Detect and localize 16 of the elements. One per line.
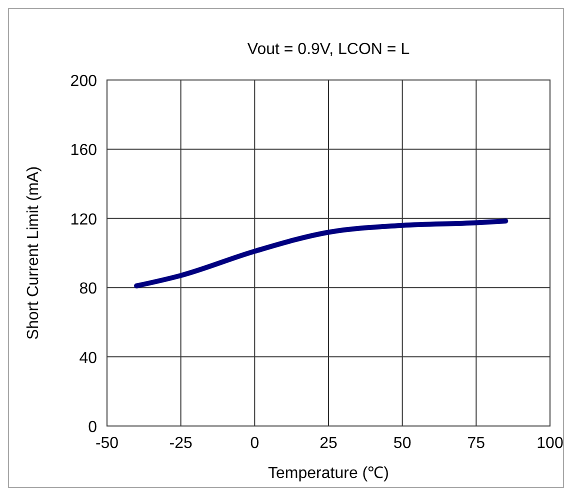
y-tick-label: 0 [88, 419, 98, 436]
y-tick-label: 120 [70, 211, 98, 228]
y-axis-title: Short Current Limit (mA) [25, 166, 42, 340]
y-tick-label: 200 [70, 73, 98, 90]
x-tick-label: 100 [536, 435, 564, 452]
x-tick-label: 50 [393, 435, 412, 452]
y-tick-label: 40 [79, 350, 98, 367]
x-tick-label: -25 [169, 435, 192, 452]
x-tick-label: 25 [320, 435, 338, 452]
x-tick-label: 75 [467, 435, 486, 452]
x-tick-label: 0 [250, 435, 260, 452]
y-tick-label: 160 [70, 142, 98, 160]
chart-title: Vout = 0.9V, LCON = L [247, 41, 410, 58]
x-tick-label: -50 [95, 435, 119, 452]
x-axis-title: Temperature (℃) [268, 465, 389, 482]
y-tick-label: 80 [79, 280, 98, 298]
